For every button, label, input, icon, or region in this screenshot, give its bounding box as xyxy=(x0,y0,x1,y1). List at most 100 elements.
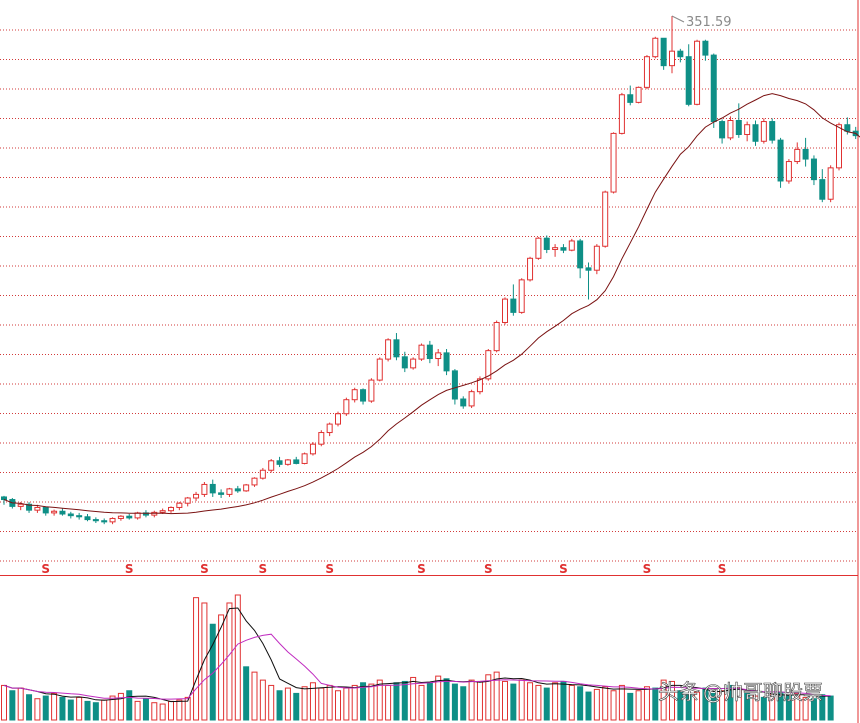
volume-bar xyxy=(226,602,233,721)
candle-body xyxy=(627,94,634,103)
candle-body xyxy=(844,124,851,132)
dividend-marker: S xyxy=(41,562,50,576)
candle-body xyxy=(819,179,826,200)
volume-bar xyxy=(184,696,191,721)
candle-body xyxy=(727,120,734,139)
volume-bar xyxy=(485,674,492,721)
candle xyxy=(368,378,375,403)
volume-bar xyxy=(727,684,734,721)
candle-body xyxy=(685,56,692,105)
candle xyxy=(685,44,692,107)
candle-body xyxy=(468,391,475,407)
candle-body xyxy=(652,37,659,58)
candle-body xyxy=(209,483,216,494)
volume-bar xyxy=(351,684,358,721)
candle-body xyxy=(635,86,642,103)
dividend-marker: S xyxy=(484,562,493,576)
candle-body xyxy=(502,298,508,323)
volume-bar xyxy=(134,700,141,721)
volume-bars xyxy=(1,594,834,721)
candle-body xyxy=(451,370,458,400)
candle xyxy=(819,169,826,203)
candle xyxy=(752,120,759,146)
candle-body xyxy=(101,520,108,523)
candle-body xyxy=(618,94,625,134)
volume-bar xyxy=(752,695,759,721)
candle-body xyxy=(710,54,717,123)
candle-body xyxy=(201,483,208,495)
candle-body xyxy=(760,121,767,142)
candle-body xyxy=(259,469,266,479)
candle-body xyxy=(443,352,450,372)
volume-bar xyxy=(276,690,283,721)
volume-bar xyxy=(677,690,684,721)
candle-body xyxy=(51,510,58,514)
candle xyxy=(268,459,275,473)
volume-bar xyxy=(610,690,617,721)
volume-bar xyxy=(602,686,609,721)
candle xyxy=(702,39,709,61)
candle xyxy=(585,262,592,300)
volume-bar xyxy=(67,699,74,721)
candle xyxy=(117,515,124,521)
candle xyxy=(209,479,216,497)
candle xyxy=(502,297,508,325)
peak-annotation: 351.59 xyxy=(671,15,732,30)
candle-body xyxy=(117,515,124,519)
volume-bar xyxy=(42,695,49,721)
candle-body xyxy=(677,50,684,58)
volume-bar xyxy=(209,623,216,721)
candle xyxy=(259,467,266,480)
watermark-handle: @帅哥聊股票 xyxy=(703,680,823,704)
candle xyxy=(234,485,241,493)
candle-body xyxy=(585,267,592,271)
candle-body xyxy=(184,497,191,504)
candle-body xyxy=(326,423,333,434)
candle-body xyxy=(552,247,559,250)
volume-bar xyxy=(660,679,667,721)
price-gridlines xyxy=(0,29,858,562)
volume-bar xyxy=(468,679,475,721)
candle-body xyxy=(368,379,375,402)
candle xyxy=(535,237,542,260)
candle xyxy=(777,137,784,188)
candle-body xyxy=(335,413,341,425)
candle-body xyxy=(168,506,174,512)
watermark: 头条 @帅哥聊股票 xyxy=(658,680,824,705)
candle-body xyxy=(59,510,66,515)
candle-body xyxy=(92,519,99,522)
candle xyxy=(602,190,609,248)
volume-bar xyxy=(360,682,367,721)
candle xyxy=(351,387,358,403)
candle xyxy=(51,509,58,516)
volume-bar xyxy=(635,690,642,721)
volume-bar xyxy=(719,690,726,721)
candle-body xyxy=(410,358,417,369)
candle-body xyxy=(510,298,517,313)
candle xyxy=(794,142,801,165)
volume-bar xyxy=(142,698,149,721)
volume-bar xyxy=(669,680,675,721)
volume-bar xyxy=(34,698,41,721)
candle xyxy=(543,235,550,254)
candle xyxy=(309,442,316,456)
volume-bar xyxy=(585,691,592,721)
candle xyxy=(660,37,667,70)
candle xyxy=(251,477,258,487)
volume-bar xyxy=(744,692,751,721)
volume-bar xyxy=(827,695,834,721)
candle-body xyxy=(435,352,442,360)
candle-body xyxy=(376,358,383,381)
candle-body xyxy=(660,37,667,67)
candle-body xyxy=(543,237,550,250)
candle xyxy=(552,244,559,257)
volume-bar xyxy=(802,696,809,721)
candle xyxy=(560,244,567,254)
dividend-marker: S xyxy=(259,562,268,576)
candle xyxy=(42,506,49,516)
volume-bar xyxy=(151,702,158,721)
volume-bar xyxy=(510,683,517,721)
volume-bar xyxy=(109,695,116,721)
candle xyxy=(810,155,817,186)
candle xyxy=(67,511,74,519)
